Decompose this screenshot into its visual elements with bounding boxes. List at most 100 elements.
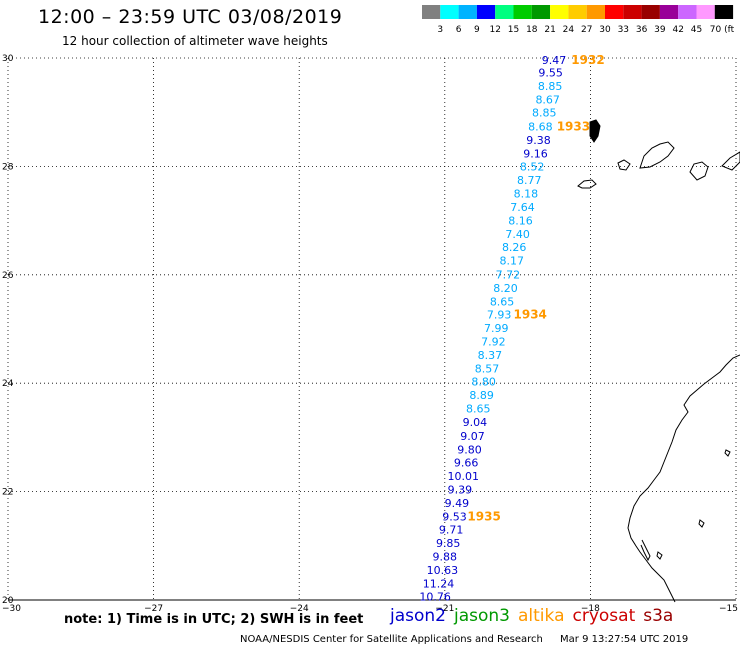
timestamp-text: Mar 9 13:27:54 UTC 2019 [560, 634, 689, 645]
color-swatch [678, 5, 697, 19]
altimeter-track: 9.479.558.858.678.858.689.389.168.528.77… [419, 54, 566, 604]
wave-height-value: 8.17 [500, 255, 525, 268]
wave-height-value: 8.85 [538, 80, 563, 93]
wave-height-value: 8.77 [517, 174, 542, 187]
color-scale-label: 3 [437, 25, 443, 35]
lat-label: 28 [2, 162, 14, 172]
cape-blanc [640, 539, 651, 562]
gran-canaria-island [689, 161, 709, 181]
wave-height-value: 8.85 [532, 107, 557, 120]
color-swatch [714, 5, 734, 19]
wave-height-value: 9.16 [523, 147, 548, 160]
wave-height-value: 9.55 [538, 67, 563, 80]
color-swatch [531, 5, 551, 19]
wave-height-value: 7.99 [484, 322, 509, 335]
wave-height-value: 9.53 [442, 511, 467, 524]
wave-height-value: 9.39 [448, 483, 473, 496]
lat-label: 30 [2, 54, 14, 64]
wave-height-value: 10.63 [427, 564, 459, 577]
footer: NOAA/NESDIS Center for Satellite Applica… [240, 634, 702, 645]
satellite-s3a: s3a [643, 606, 674, 626]
map-grid [7, 57, 737, 601]
color-swatch [696, 5, 715, 19]
africa-coastline [627, 354, 740, 603]
color-scale-label: 39 [654, 25, 666, 35]
wave-height-value: 8.18 [514, 188, 539, 201]
wave-height-value: 9.49 [445, 497, 470, 510]
tenerife-island [639, 141, 675, 169]
satellite-cryosat: cryosat [572, 606, 636, 626]
wave-height-value: 9.66 [454, 456, 479, 469]
color-swatch [476, 5, 496, 19]
wave-height-value: 7.72 [496, 268, 521, 281]
color-swatch [440, 5, 459, 19]
coast-islet [698, 519, 705, 528]
coastline [577, 119, 740, 603]
wave-height-value: 7.93 [487, 308, 512, 321]
wave-height-value: 8.57 [475, 363, 500, 376]
color-scale-label: 21 [544, 25, 555, 35]
pass-time-label: 1934 [514, 307, 547, 321]
wave-height-value: 8.67 [535, 94, 560, 107]
wave-height-value: 8.89 [469, 389, 494, 402]
color-scale-label: 70 (ft) [710, 25, 734, 35]
pass-time-label: 1933 [557, 119, 590, 133]
wave-height-value: 9.47 [542, 54, 567, 67]
color-scale-label: 9 [474, 25, 480, 35]
wave-height-value: 8.52 [520, 160, 545, 173]
wave-height-value: 8.16 [508, 215, 533, 228]
lon-label: −30 [2, 604, 21, 614]
credit-text: NOAA/NESDIS Center for Satellite Applica… [240, 634, 543, 645]
color-scale-label: 18 [526, 25, 538, 35]
lat-label: 20 [2, 596, 14, 606]
wave-height-value: 9.85 [436, 537, 461, 550]
wave-height-value: 9.71 [439, 524, 464, 537]
coast-islet-3 [656, 551, 663, 560]
pass-time-label: 1935 [467, 510, 500, 524]
color-swatch [623, 5, 642, 19]
color-swatch [605, 5, 624, 19]
wave-height-value: 8.26 [502, 241, 527, 254]
wave-height-value: 10.01 [447, 470, 479, 483]
wave-height-value: 9.07 [460, 430, 485, 443]
lat-label: 22 [2, 488, 13, 498]
color-swatch [659, 5, 679, 19]
wave-height-value: 9.38 [526, 134, 551, 147]
lon-label: −21 [435, 604, 454, 614]
lat-label: 24 [2, 379, 14, 389]
wave-height-value: 9.04 [463, 416, 488, 429]
satellite-legend: jason2 jason3 altika cryosat s3a [390, 606, 681, 626]
wave-height-value: 9.88 [433, 551, 458, 564]
color-swatch [568, 5, 587, 19]
map-title: 12:00 – 23:59 UTC 03/08/2019 [38, 6, 343, 28]
satellite-jason2: jason2 [390, 606, 446, 626]
color-swatch [495, 5, 514, 19]
wave-height-value: 8.65 [490, 295, 515, 308]
wave-height-value: 8.37 [478, 349, 503, 362]
color-scale-label: 6 [456, 25, 462, 35]
wave-height-value: 7.92 [481, 335, 506, 348]
units-note: note: 1) Time is in UTC; 2) SWH is in fe… [64, 612, 364, 627]
color-swatch [550, 5, 569, 19]
color-scale-label: 36 [636, 25, 648, 35]
color-swatch [422, 5, 441, 19]
wave-height-value: 7.40 [505, 228, 530, 241]
fuerteventura-island [721, 151, 740, 171]
axis-labels: 30 28 26 24 22 20−30 −27 −24 −21 −18 −15 [2, 54, 738, 614]
color-swatch [641, 5, 660, 19]
wave-height-value: 10.76 [419, 591, 451, 604]
color-scale-label: 45 [691, 25, 702, 35]
lat-label: 26 [2, 271, 14, 281]
lon-label: −18 [581, 604, 600, 614]
wave-height-value: 8.65 [466, 403, 491, 416]
wave-height-value: 11.24 [423, 578, 455, 591]
wave-height-value: 8.68 [528, 120, 553, 133]
coast-islet-2 [724, 449, 731, 457]
lon-label: −15 [719, 604, 738, 614]
wave-height-value: 8.20 [493, 282, 518, 295]
color-scale-label: 42 [672, 25, 683, 35]
wave-height-value: 9.80 [457, 443, 482, 456]
satellite-altika: altika [518, 606, 565, 626]
